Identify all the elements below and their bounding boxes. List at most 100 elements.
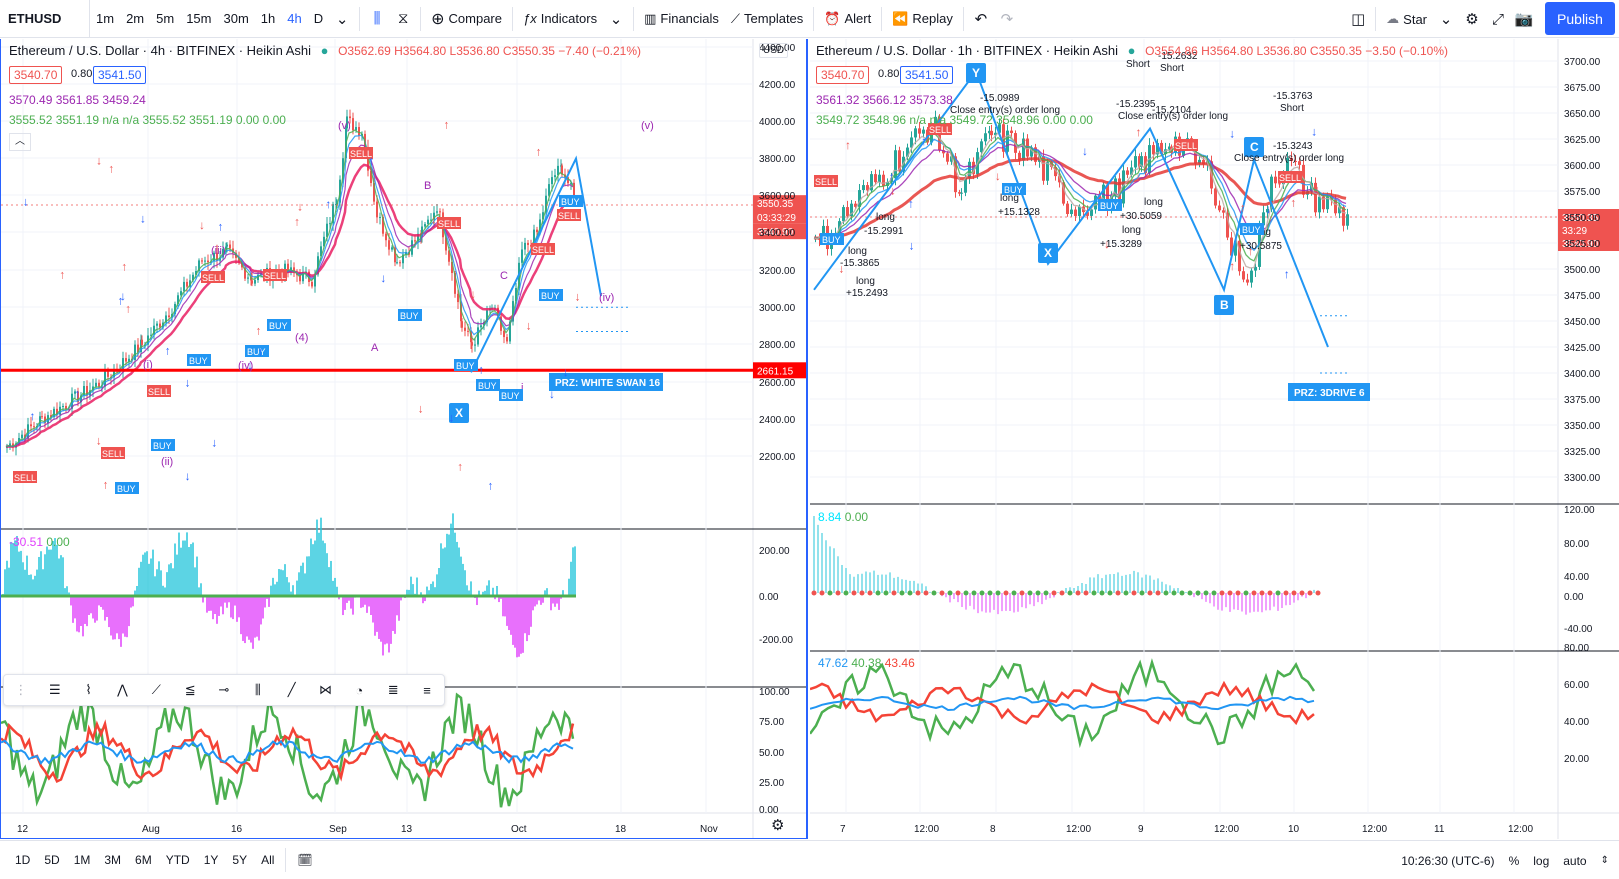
candle-body bbox=[427, 219, 429, 225]
percent-toggle[interactable]: % bbox=[1508, 853, 1520, 868]
range-ytd[interactable]: YTD bbox=[165, 853, 190, 867]
candle-body bbox=[994, 132, 997, 136]
clock-time[interactable]: 10:26:30 (UTC-6) bbox=[1401, 853, 1495, 868]
ray-icon[interactable]: ╱ bbox=[287, 682, 296, 697]
chevron-down-icon[interactable]: ⌄ bbox=[609, 10, 623, 28]
log-toggle[interactable]: log bbox=[1533, 853, 1550, 868]
star-button[interactable]: ☁ Star bbox=[1380, 0, 1433, 38]
left-ask-box[interactable]: 3541.50 bbox=[93, 66, 147, 84]
candle-body bbox=[370, 170, 372, 184]
osc-dot bbox=[1203, 590, 1209, 596]
strategy-annotation: long bbox=[848, 246, 867, 257]
left-chart-canvas[interactable]: 2661.15 3550.35 03:33:29 3540.90 PRZ: WHITE … bbox=[1, 39, 808, 839]
range-1m[interactable]: 1M bbox=[73, 853, 91, 867]
auto-toggle[interactable]: auto bbox=[1563, 853, 1587, 868]
xabcd-pattern-icon[interactable]: ⋈ bbox=[319, 682, 333, 697]
osc-dot bbox=[1091, 590, 1097, 596]
point-bg bbox=[1038, 243, 1058, 263]
sell-marker-bg bbox=[814, 175, 838, 187]
bottom-bar: 1D 5D 1M 3M 6M YTD 1Y 5Y All 🗓 10:26:30 … bbox=[0, 840, 1619, 879]
signal-arrow: ↑ bbox=[257, 345, 263, 359]
interval-5m[interactable]: 5m bbox=[156, 11, 175, 26]
left-title[interactable]: Ethereum / U.S. Dollar · 4h · BITFINEX ·… bbox=[9, 43, 311, 58]
elliott-abc-icon[interactable]: ⋀ bbox=[117, 682, 128, 697]
rsi-tick-label: 25.00 bbox=[759, 778, 784, 789]
calendar-icon[interactable]: 🗓 bbox=[297, 853, 313, 867]
right-title[interactable]: Ethereum / U.S. Dollar · 1h · BITFINEX ·… bbox=[816, 43, 1118, 58]
range-5y[interactable]: 5Y bbox=[232, 853, 248, 867]
horizontal-ray-icon[interactable]: ⊸ bbox=[218, 682, 230, 697]
signal-arrow: ↑ bbox=[487, 478, 493, 492]
toolbar-divider bbox=[962, 6, 964, 31]
drag-handle-icon[interactable]: ⋮ bbox=[14, 682, 28, 697]
strategy-annotation: Short bbox=[1160, 63, 1184, 74]
range-1d[interactable]: 1D bbox=[15, 853, 31, 867]
range-all[interactable]: All bbox=[261, 853, 275, 867]
price-tick-label: 3400.00 bbox=[759, 228, 796, 239]
interval-1h[interactable]: 1h bbox=[260, 11, 276, 26]
fib-extension-icon[interactable]: ≡ bbox=[423, 682, 431, 698]
trend-line-icon[interactable]: ⟋ bbox=[151, 682, 161, 697]
lines-tool-icon[interactable]: ☰ bbox=[48, 682, 61, 697]
layout-icon[interactable]: ◫ bbox=[1351, 11, 1366, 28]
interval-2m[interactable]: 2m bbox=[126, 11, 145, 26]
price-tick-label: 4200.00 bbox=[759, 80, 796, 91]
price-tick-label: 2200.00 bbox=[759, 452, 796, 463]
osc-dot bbox=[1171, 590, 1177, 596]
buy-marker-bg bbox=[454, 359, 478, 371]
interval-15m[interactable]: 15m bbox=[186, 11, 212, 26]
cycle-icon[interactable]: ◔ bbox=[355, 682, 364, 698]
alert-button[interactable]: ⏰ Alert bbox=[818, 0, 877, 38]
interval-D[interactable]: D bbox=[313, 11, 324, 26]
right-bid-box[interactable]: 3540.70 bbox=[816, 66, 870, 84]
right-ask-box[interactable]: 3541.50 bbox=[900, 66, 954, 84]
candle-style-icon[interactable]: ⧖ bbox=[397, 10, 409, 27]
bar-style-icon[interactable]: ⫼ bbox=[373, 10, 381, 27]
long-position-icon[interactable]: ⫼ bbox=[254, 682, 261, 697]
fullscreen-icon[interactable]: ⤢ bbox=[1491, 10, 1504, 28]
osc-dot bbox=[979, 590, 985, 596]
range-6m[interactable]: 6M bbox=[135, 853, 152, 867]
undo-icon[interactable]: ↶ bbox=[974, 10, 988, 28]
range-1y[interactable]: 1Y bbox=[203, 853, 219, 867]
gear-icon[interactable]: ⚙ bbox=[1465, 11, 1479, 28]
financials-button[interactable]: ▥ Financials bbox=[638, 0, 725, 38]
range-3m[interactable]: 3M bbox=[104, 853, 122, 867]
camera-icon[interactable]: 📷 bbox=[1514, 11, 1534, 28]
replay-button[interactable]: ⏪ Replay bbox=[886, 0, 959, 38]
interval-4h[interactable]: 4h bbox=[287, 11, 302, 26]
elliott-12345-icon[interactable]: ⌇ bbox=[85, 682, 92, 697]
right-chart-canvas[interactable]: 3550.35 33:29 3540.90 PRZ: 3DRIVE 6 Y X C B -15.… bbox=[810, 39, 1619, 839]
left-chart-panel[interactable]: 2661.15 3550.35 03:33:29 3540.90 PRZ: WHITE … bbox=[0, 39, 808, 839]
countdown-tag-bg bbox=[753, 209, 806, 224]
left-bid-box[interactable]: 3540.70 bbox=[9, 66, 63, 84]
candle-body bbox=[229, 244, 231, 249]
chevron-down-icon[interactable]: ⌄ bbox=[1439, 11, 1453, 28]
publish-button[interactable]: Publish bbox=[1545, 2, 1615, 35]
price-tick-label: 3425.00 bbox=[1564, 343, 1601, 354]
parallel-channel-icon[interactable]: ≦ bbox=[184, 682, 196, 697]
interval-1m[interactable]: 1m bbox=[96, 11, 115, 26]
scroll-icon[interactable]: ⇕ bbox=[1600, 855, 1609, 866]
redo-icon[interactable]: ↷ bbox=[1000, 10, 1014, 28]
collapse-legend-button[interactable]: ︿ bbox=[9, 133, 31, 151]
left-settings-gear-icon[interactable]: ⚙ bbox=[771, 817, 785, 834]
interval-30m[interactable]: 30m bbox=[223, 11, 249, 26]
range-5d[interactable]: 5D bbox=[44, 853, 60, 867]
candle-body bbox=[467, 330, 469, 332]
rsi-line bbox=[1, 691, 575, 808]
compare-button[interactable]: ⊕ Compare bbox=[425, 0, 508, 38]
left-currency[interactable]: USD bbox=[759, 43, 789, 58]
countdown-tag-bg bbox=[1558, 222, 1619, 236]
symbol-search[interactable]: ETHUSD bbox=[0, 0, 90, 38]
price-tick-label: 3625.00 bbox=[1564, 135, 1601, 146]
candle-body bbox=[573, 182, 575, 196]
right-chart-panel[interactable]: 3550.35 33:29 3540.90 PRZ: 3DRIVE 6 Y X C B -15.… bbox=[810, 39, 1619, 839]
templates-button[interactable]: ⟋ Templates bbox=[725, 0, 809, 38]
price-tick-label: 4000.00 bbox=[759, 117, 796, 128]
fib-retracement-icon[interactable]: ≣ bbox=[387, 682, 399, 697]
chevron-down-icon[interactable]: ⌄ bbox=[335, 10, 349, 28]
candle-body bbox=[399, 262, 401, 264]
wave-label: (iv) bbox=[238, 360, 253, 372]
indicators-button[interactable]: ƒx Indicators bbox=[517, 0, 603, 38]
